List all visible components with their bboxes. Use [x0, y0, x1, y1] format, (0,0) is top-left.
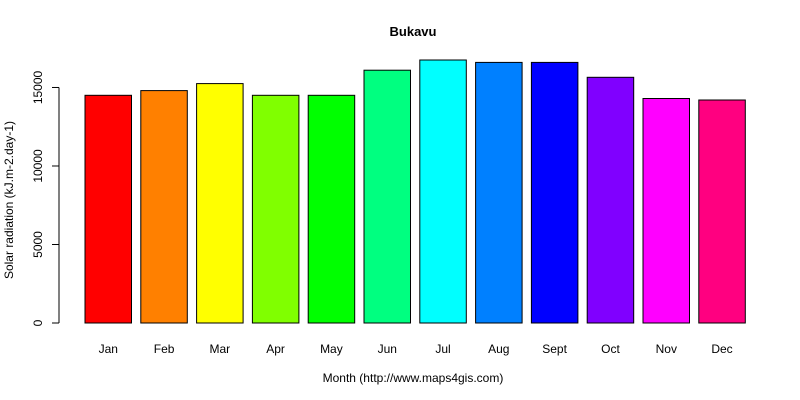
- x-tick-labels: Jan Feb Mar Apr May Jun Jul Aug Sept Oct Nov Dec: [99, 342, 733, 356]
- bar-may: [307, 94, 356, 324]
- x-tick-label: Dec: [711, 342, 732, 356]
- bar-oct: [586, 76, 635, 324]
- bar-dec: [698, 99, 746, 324]
- y-axis: 0 5000 10000 15000: [31, 70, 60, 326]
- bar-mar: [196, 83, 244, 324]
- y-tick-label: 0: [31, 319, 45, 326]
- y-axis-label: Solar radiation (kJ.m-2.day-1): [2, 121, 16, 279]
- x-axis-label: Month (http://www.maps4gis.com): [323, 371, 504, 385]
- x-tick-label: Jan: [99, 342, 118, 356]
- chart-title: Bukavu: [390, 24, 437, 39]
- bar-sept: [530, 61, 579, 324]
- bar-nov: [642, 98, 690, 324]
- x-tick-label: Jul: [435, 342, 450, 356]
- y-tick-label: 10000: [31, 149, 45, 183]
- y-ticks: 0 5000 10000 15000: [31, 70, 59, 326]
- bar-apr: [251, 94, 300, 324]
- y-tick-label: 15000: [31, 70, 45, 104]
- y-tick-label: 5000: [31, 231, 45, 258]
- x-tick-label: Mar: [209, 342, 230, 356]
- bars-group: [84, 59, 746, 324]
- bar-aug: [475, 61, 523, 324]
- x-tick-label: Oct: [601, 342, 620, 356]
- bar-jun: [363, 69, 411, 324]
- x-tick-label: Aug: [488, 342, 509, 356]
- x-tick-label: Apr: [266, 342, 285, 356]
- bar-jul: [419, 59, 467, 324]
- bar-jan: [84, 94, 132, 324]
- x-tick-label: Sept: [542, 342, 567, 356]
- x-tick-label: May: [320, 342, 343, 356]
- x-tick-label: Nov: [656, 342, 677, 356]
- bar-feb: [140, 90, 188, 324]
- x-tick-label: Jun: [378, 342, 397, 356]
- x-tick-label: Feb: [154, 342, 175, 356]
